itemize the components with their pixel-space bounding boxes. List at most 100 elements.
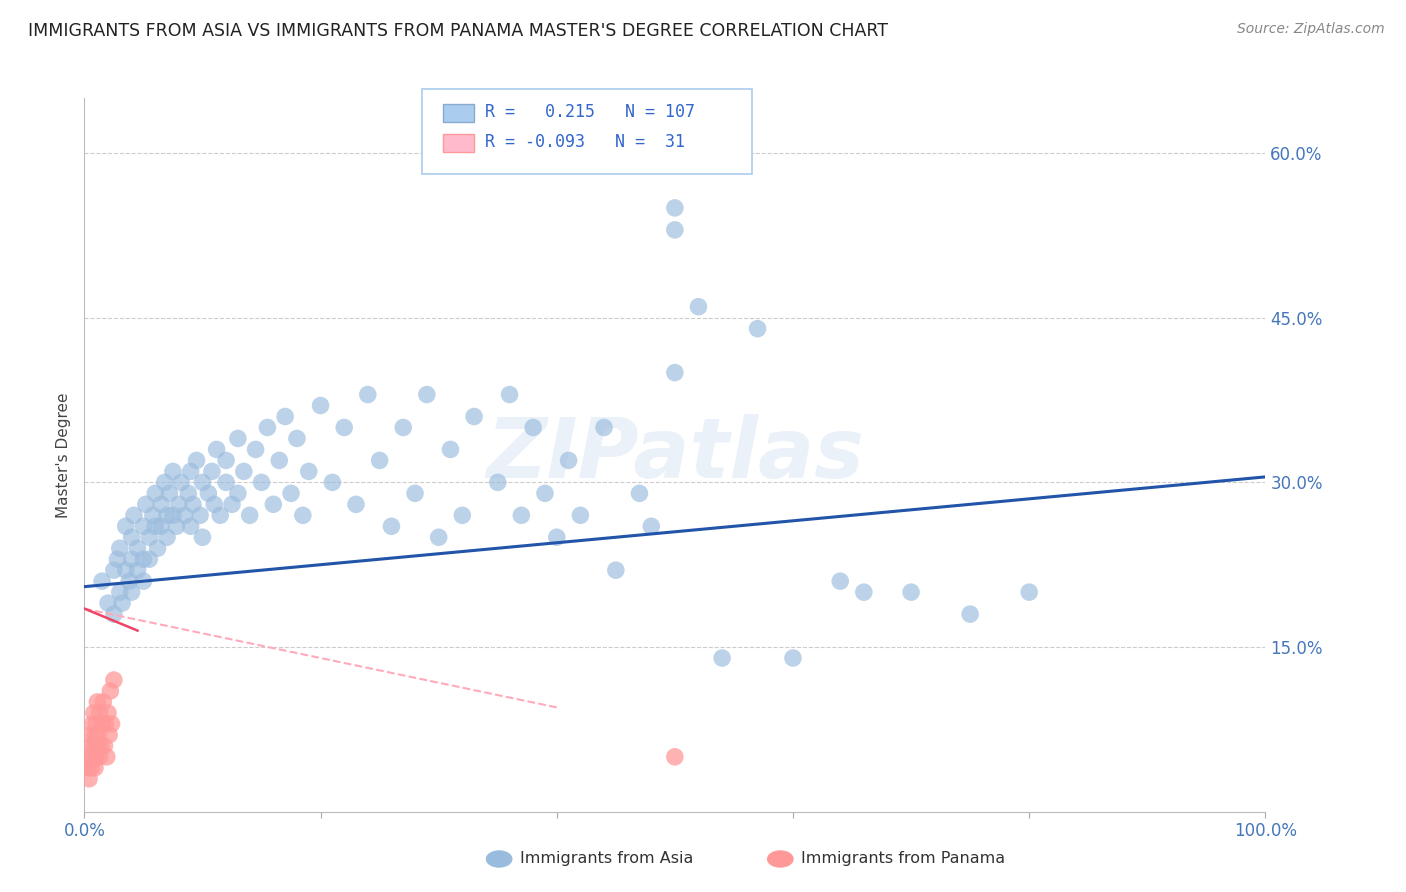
Point	[605, 563, 627, 577]
Point	[77, 761, 100, 775]
Point	[162, 508, 184, 523]
Text: R = -0.093   N =  31: R = -0.093 N = 31	[485, 133, 685, 151]
Point	[138, 552, 160, 566]
Point	[285, 432, 308, 446]
Point	[132, 552, 155, 566]
Point	[84, 728, 107, 742]
Point	[80, 761, 103, 775]
Point	[86, 739, 108, 753]
Point	[298, 464, 321, 478]
Point	[143, 486, 166, 500]
Point	[103, 673, 125, 687]
Point	[82, 749, 104, 764]
Point	[262, 497, 284, 511]
Point	[93, 739, 115, 753]
Point	[546, 530, 568, 544]
Point	[91, 717, 114, 731]
Point	[640, 519, 662, 533]
Point	[103, 607, 125, 621]
Point	[226, 486, 249, 500]
Point	[97, 596, 120, 610]
Point	[138, 530, 160, 544]
Point	[688, 300, 710, 314]
Point	[191, 530, 214, 544]
Point	[108, 585, 131, 599]
Point	[180, 464, 202, 478]
Point	[121, 585, 143, 599]
Point	[173, 508, 195, 523]
Point	[959, 607, 981, 621]
Point	[150, 519, 173, 533]
Point	[215, 453, 238, 467]
Text: Immigrants from Asia: Immigrants from Asia	[520, 852, 693, 866]
Point	[333, 420, 356, 434]
Point	[215, 475, 238, 490]
Point	[166, 519, 188, 533]
Point	[114, 563, 136, 577]
Point	[89, 706, 111, 720]
Point	[498, 387, 520, 401]
Point	[90, 739, 112, 753]
Point	[83, 739, 105, 753]
Point	[439, 442, 461, 457]
Point	[111, 596, 134, 610]
Point	[84, 749, 107, 764]
Point	[221, 497, 243, 511]
Point	[83, 706, 105, 720]
Point	[291, 508, 314, 523]
Point	[357, 387, 380, 401]
Point	[87, 728, 110, 742]
Point	[451, 508, 474, 523]
Point	[97, 706, 120, 720]
Point	[108, 541, 131, 556]
Point	[96, 749, 118, 764]
Point	[747, 321, 769, 335]
Point	[94, 717, 117, 731]
Point	[534, 486, 557, 500]
Point	[121, 530, 143, 544]
Point	[86, 695, 108, 709]
Point	[156, 508, 179, 523]
Point	[79, 728, 101, 742]
Point	[79, 749, 101, 764]
Point	[177, 486, 200, 500]
Point	[427, 530, 450, 544]
Point	[628, 486, 651, 500]
Point	[181, 497, 204, 511]
Point	[202, 497, 225, 511]
Point	[122, 508, 145, 523]
Point	[91, 574, 114, 589]
Text: Immigrants from Panama: Immigrants from Panama	[801, 852, 1005, 866]
Point	[250, 475, 273, 490]
Point	[191, 475, 214, 490]
Point	[344, 497, 367, 511]
Point	[127, 541, 149, 556]
Point	[664, 223, 686, 237]
Point	[150, 497, 173, 511]
Text: IMMIGRANTS FROM ASIA VS IMMIGRANTS FROM PANAMA MASTER'S DEGREE CORRELATION CHART: IMMIGRANTS FROM ASIA VS IMMIGRANTS FROM …	[28, 22, 889, 40]
Point	[77, 772, 100, 786]
Point	[256, 420, 278, 434]
Point	[162, 464, 184, 478]
Point	[711, 651, 734, 665]
Point	[226, 432, 249, 446]
Point	[664, 201, 686, 215]
Point	[98, 728, 121, 742]
Point	[463, 409, 485, 424]
Point	[245, 442, 267, 457]
Point	[852, 585, 875, 599]
Point	[180, 519, 202, 533]
Point	[510, 508, 533, 523]
Point	[557, 453, 579, 467]
Point	[280, 486, 302, 500]
Point	[135, 497, 157, 511]
Point	[103, 563, 125, 577]
Point	[107, 552, 129, 566]
Point	[118, 574, 141, 589]
Point	[89, 749, 111, 764]
Y-axis label: Master's Degree: Master's Degree	[56, 392, 72, 517]
Point	[416, 387, 439, 401]
Point	[380, 519, 402, 533]
Point	[205, 442, 228, 457]
Point	[269, 453, 291, 467]
